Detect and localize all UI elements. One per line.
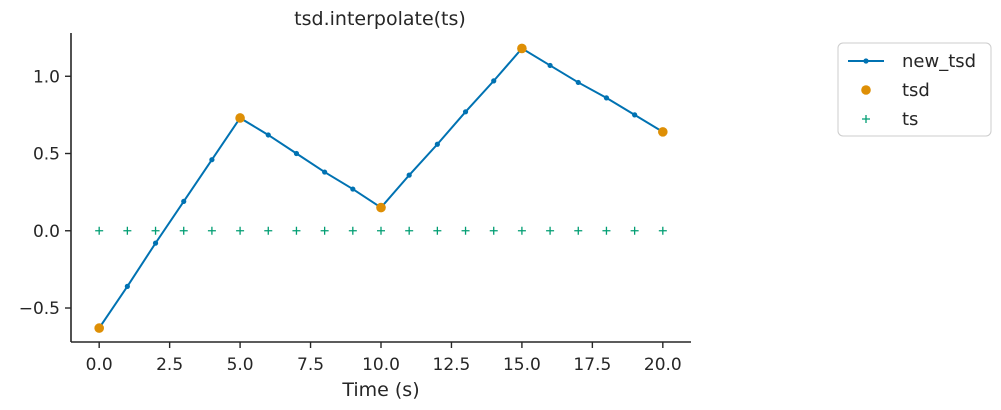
x-tick-label: 0.0 (86, 355, 113, 375)
data-point-ts (292, 226, 301, 235)
data-point-new_tsd (124, 283, 130, 289)
y-tick-label: −0.5 (19, 299, 60, 319)
legend-label-new_tsd: new_tsd (902, 51, 976, 72)
data-point-ts (236, 226, 245, 235)
legend-label-tsd: tsd (902, 80, 930, 101)
x-axis-title: Time (s) (341, 379, 419, 401)
data-point-ts (602, 226, 611, 235)
chart-title: tsd.interpolate(ts) (294, 8, 466, 30)
series-line-new_tsd (98, 47, 664, 329)
data-point-ts (433, 226, 442, 235)
data-point-new_tsd (322, 169, 328, 175)
y-tick-label: 1.0 (33, 67, 60, 87)
data-point-tsd (517, 43, 527, 54)
data-point-ts (574, 226, 583, 235)
y-tick-label: 0.0 (33, 222, 60, 242)
data-point-ts (207, 226, 216, 235)
data-point-ts (630, 226, 639, 235)
legend-marker-new_tsd (863, 58, 869, 64)
data-point-new_tsd (265, 132, 271, 138)
data-point-new_tsd (462, 109, 469, 115)
series-new_tsd (96, 45, 666, 331)
legend-marker-tsd (861, 85, 871, 95)
data-point-new_tsd (575, 79, 581, 86)
data-point-tsd (376, 202, 386, 213)
axis-ticks: 0.0 2.5 5.0 7.5 10.0 12.5 15.0 17.5 20.0 −0.5 0.0 0… (19, 67, 682, 375)
data-point-new_tsd (491, 78, 497, 84)
data-point-new_tsd (350, 186, 356, 192)
data-point-ts (461, 226, 470, 235)
data-point-tsd (658, 127, 668, 137)
data-point-ts (95, 226, 104, 235)
data-point-ts (151, 226, 160, 235)
data-point-new_tsd (434, 141, 440, 147)
x-tick-label: 5.0 (227, 355, 254, 375)
x-tick-label: 10.0 (362, 355, 400, 375)
x-tick-label: 17.5 (573, 355, 611, 375)
legend-marker-ts (862, 115, 870, 123)
data-point-new_tsd (152, 240, 159, 246)
data-point-ts (517, 226, 526, 235)
x-tick-label: 12.5 (433, 355, 471, 375)
x-tick-label: 2.5 (156, 355, 183, 375)
series-ts (95, 226, 667, 235)
data-point-tsd (94, 323, 104, 333)
data-point-new_tsd (181, 198, 187, 205)
data-point-new_tsd (547, 62, 553, 69)
series-tsd (94, 43, 668, 333)
x-tick-label: 7.5 (297, 355, 324, 375)
data-point-ts (377, 226, 385, 235)
data-point-ts (123, 226, 132, 235)
axes (70, 33, 691, 343)
data-point-ts (405, 226, 414, 235)
data-point-ts (546, 226, 555, 235)
data-point-new_tsd (632, 112, 638, 118)
x-tick-label: 20.0 (644, 355, 682, 375)
data-point-ts (320, 226, 329, 235)
data-point-new_tsd (406, 172, 412, 178)
x-tick-label: 15.0 (503, 355, 541, 375)
data-point-ts (348, 226, 357, 235)
data-point-ts (264, 226, 273, 235)
data-point-ts (179, 226, 188, 235)
data-point-ts (489, 226, 498, 235)
data-point-new_tsd (603, 95, 610, 101)
y-tick-label: 0.5 (33, 145, 60, 165)
data-point-new_tsd (209, 157, 215, 163)
data-point-ts (658, 226, 667, 235)
plot-area (94, 43, 668, 333)
legend-label-ts: ts (902, 109, 918, 130)
legend-box (837, 42, 992, 137)
data-point-tsd (235, 113, 245, 123)
data-point-new_tsd (293, 150, 300, 157)
